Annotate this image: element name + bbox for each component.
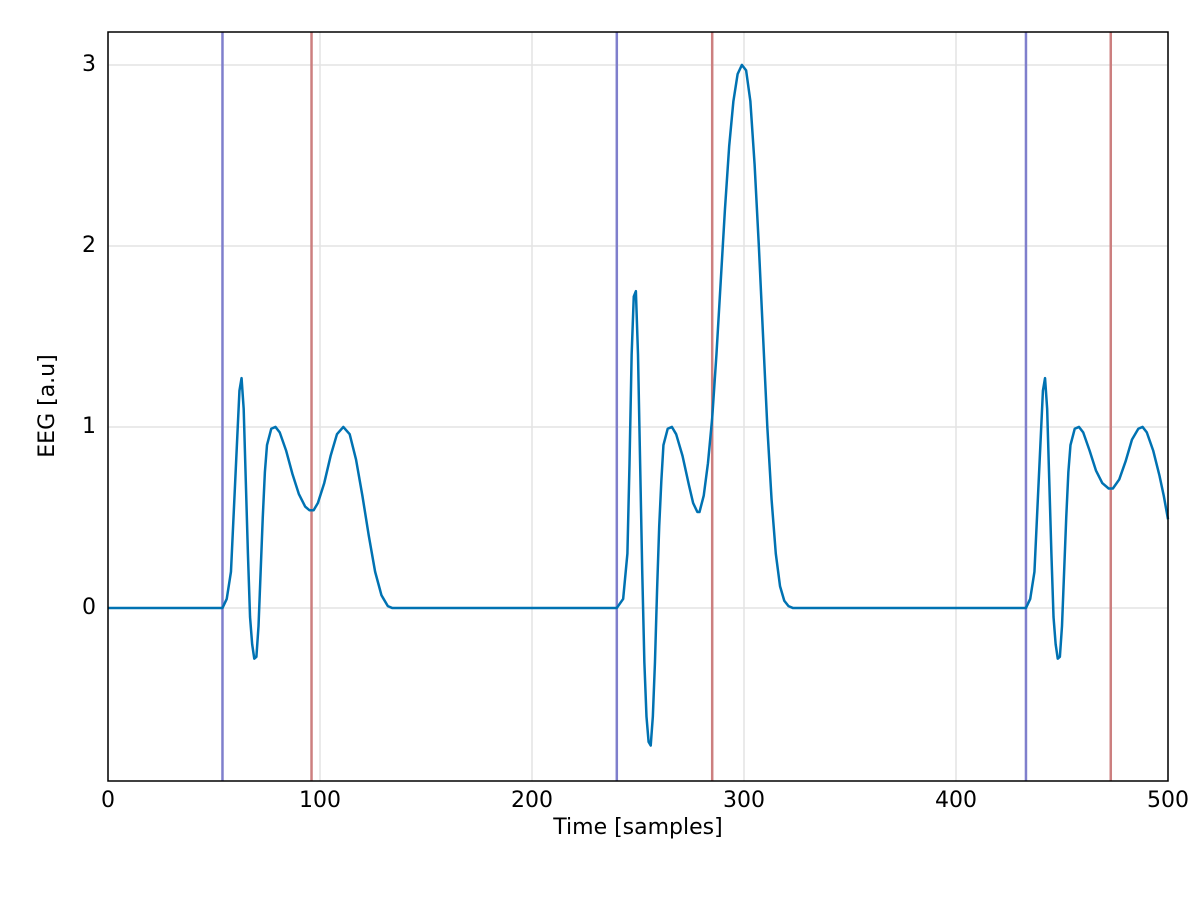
x-tick-label: 500 <box>1147 788 1189 813</box>
y-axis-label: EEG [a.u] <box>35 354 60 457</box>
data-line <box>108 63 1170 747</box>
x-tick-label: 100 <box>299 788 341 813</box>
x-tick-label: 200 <box>511 788 553 813</box>
x-axis-label: Time [samples] <box>552 815 722 840</box>
plot-frame <box>107 31 1169 782</box>
x-tick-label: 300 <box>723 788 765 813</box>
y-tick-label: 2 <box>82 233 96 258</box>
y-tick-label: 0 <box>82 595 96 620</box>
y-tick-label: 3 <box>82 52 96 77</box>
x-tick-label: 0 <box>101 788 115 813</box>
x-tick-label: 400 <box>935 788 977 813</box>
y-tick-label: 1 <box>82 414 96 439</box>
